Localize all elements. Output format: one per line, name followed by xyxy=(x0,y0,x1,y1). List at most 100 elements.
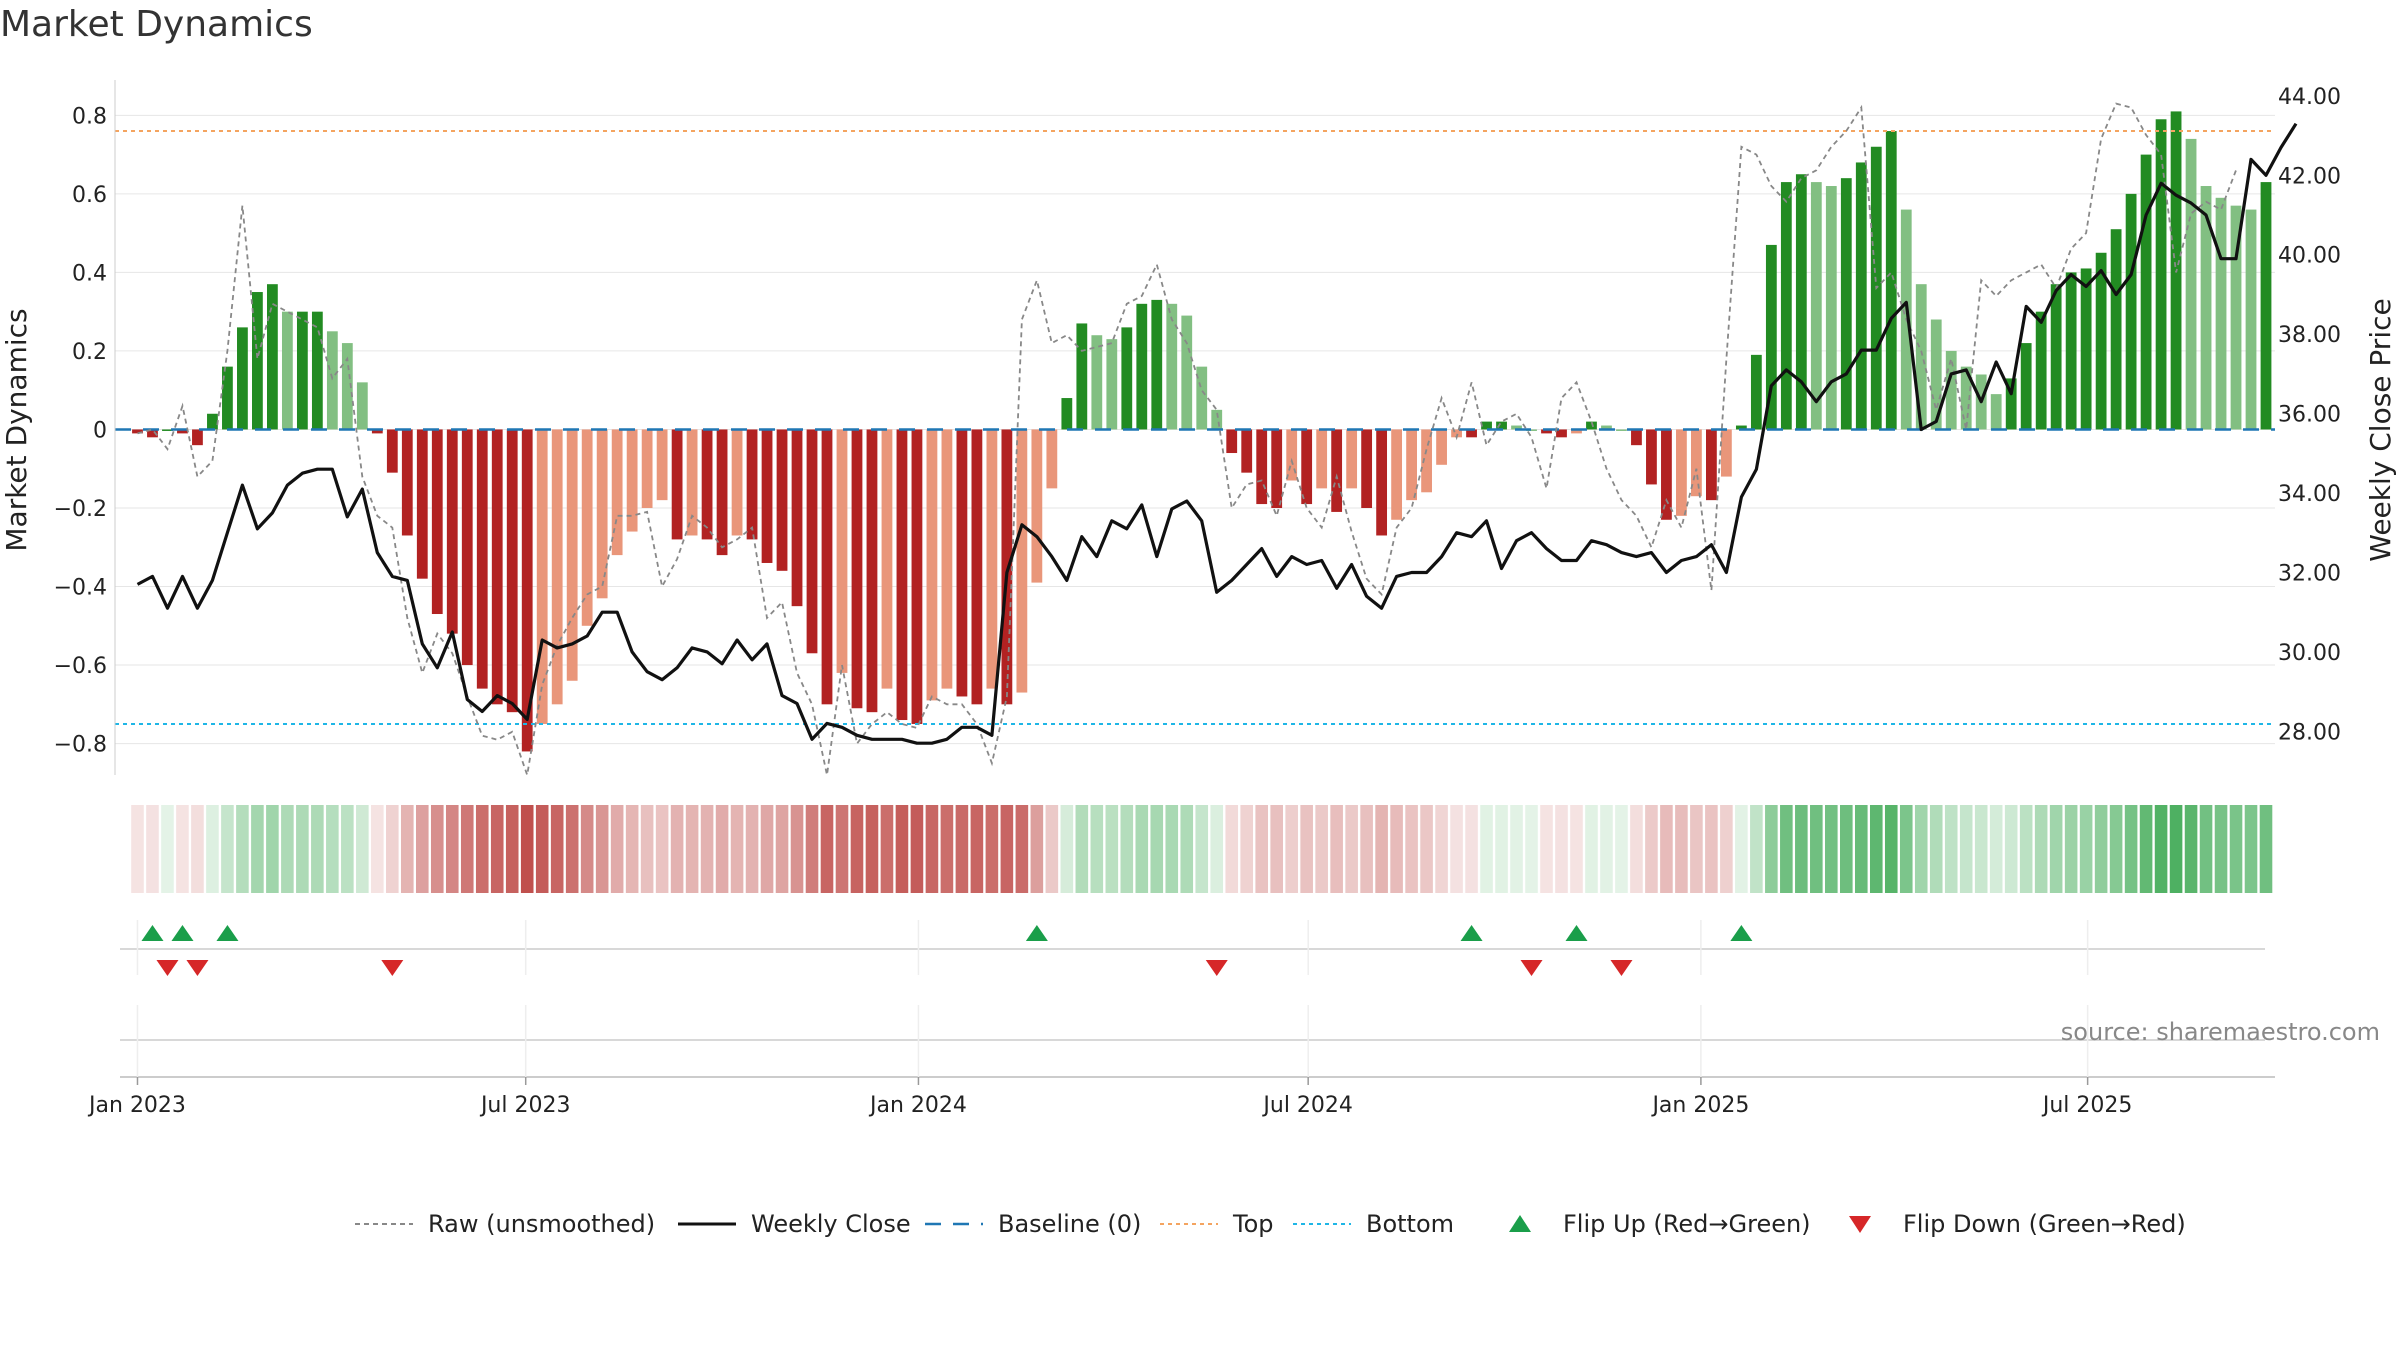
regime-band-cell xyxy=(1974,805,1988,893)
dynamics-bar xyxy=(371,429,383,434)
regime-band-cell xyxy=(925,805,939,893)
regime-band-cell xyxy=(1690,805,1703,893)
regime-band-cell xyxy=(1405,805,1418,893)
legend: Raw (unsmoothed) Weekly Close Baseline (0)… xyxy=(355,1210,2186,1238)
dynamics-bar xyxy=(551,429,563,705)
dynamics-bar xyxy=(1421,429,1432,493)
dynamics-bar xyxy=(1661,429,1672,520)
regime-band-cell xyxy=(1015,805,1029,893)
regime-band-cell xyxy=(1540,805,1553,893)
regime-band-cell xyxy=(401,805,414,893)
regime-band-cell xyxy=(865,805,879,893)
dynamics-bar xyxy=(1481,421,1492,430)
dynamics-bar xyxy=(1885,131,1897,430)
regime-band-cell xyxy=(266,805,279,893)
dynamics-bar xyxy=(476,429,488,689)
dynamics-bar xyxy=(1451,429,1462,438)
regime-band-cell xyxy=(2124,805,2138,893)
regime-band-cell xyxy=(1480,805,1493,893)
dynamics-bar xyxy=(671,429,683,540)
regime-band-cell xyxy=(1585,805,1598,893)
dynamics-bar xyxy=(1795,174,1807,430)
y-left-tick-label: 0.4 xyxy=(72,261,107,286)
regime-band-cell xyxy=(251,805,264,893)
legend-label: Flip Up (Red→Green) xyxy=(1563,1210,1811,1238)
dynamics-bar xyxy=(851,429,863,709)
regime-band-cell xyxy=(895,805,909,893)
dynamics-bar xyxy=(1990,394,2002,430)
regime-band-cell xyxy=(2094,805,2108,893)
dynamics-bar xyxy=(431,429,443,615)
dynamics-bar xyxy=(1091,335,1103,430)
y-right-tick-label: 28.00 xyxy=(2278,720,2341,745)
regime-band-cell xyxy=(326,805,339,893)
dynamics-bar xyxy=(971,429,983,705)
legend-item: Weekly Close xyxy=(678,1210,911,1238)
regime-band-cell xyxy=(281,805,294,893)
dynamics-bar xyxy=(1331,429,1343,512)
regime-band-cell xyxy=(2049,805,2063,893)
dynamics-bar xyxy=(896,429,908,721)
dynamics-bar xyxy=(701,429,713,540)
dynamics-bar xyxy=(1586,421,1597,430)
weekly-close-line xyxy=(136,122,2298,745)
legend-label: Bottom xyxy=(1366,1210,1454,1238)
regime-band-cell xyxy=(1060,805,1074,893)
y-right-tick-label: 36.00 xyxy=(2278,403,2341,428)
dynamics-bar xyxy=(2095,252,2107,430)
regime-band-cell xyxy=(1795,805,1808,893)
regime-band-cell xyxy=(1075,805,1089,893)
y-left-tick-label: −0.4 xyxy=(54,576,107,601)
lines-layer xyxy=(115,102,2298,776)
legend-item: Bottom xyxy=(1293,1210,1454,1238)
source-note: source: sharemaestro.com xyxy=(2061,1018,2380,1046)
regime-band-cell xyxy=(371,805,384,893)
regime-band-cell xyxy=(595,805,609,893)
regime-band-cell xyxy=(1090,805,1104,893)
dynamics-bar xyxy=(2125,193,2137,430)
legend-swatch xyxy=(1849,1216,1871,1233)
x-tick-label: Jul 2024 xyxy=(1261,1093,1353,1118)
legend-label: Raw (unsmoothed) xyxy=(428,1210,655,1238)
y-right-tick-label: 42.00 xyxy=(2278,164,2341,189)
dynamics-bar xyxy=(1001,429,1013,705)
flip-down-marker xyxy=(186,960,209,976)
regime-band-cell xyxy=(1465,805,1478,893)
dynamics-bar xyxy=(2065,272,2077,430)
regime-band-cell xyxy=(2154,805,2168,893)
regime-band-cell xyxy=(2079,805,2093,893)
regime-band-cell xyxy=(1030,805,1044,893)
regime-band-cell xyxy=(535,805,549,893)
y-right-tick-label: 34.00 xyxy=(2278,482,2341,507)
dynamics-bar xyxy=(791,429,803,607)
legend-label: Flip Down (Green→Red) xyxy=(1903,1210,2186,1238)
dynamics-bar xyxy=(222,366,233,430)
regime-band-cell xyxy=(236,805,249,893)
dynamics-bar xyxy=(461,429,473,666)
regime-band-cell xyxy=(1285,805,1298,893)
dynamics-bar xyxy=(1720,429,1732,477)
y-left-tick-label: −0.2 xyxy=(54,497,107,522)
regime-band-cell xyxy=(1420,805,1433,893)
regime-band-cell xyxy=(2229,805,2243,893)
regime-band-cell xyxy=(176,805,189,893)
dynamics-bar xyxy=(1436,429,1447,465)
regime-band-cell xyxy=(805,805,819,893)
dynamics-bar xyxy=(1046,429,1058,489)
regime-band-cell xyxy=(1135,805,1149,893)
regime-band-cell xyxy=(1270,805,1283,893)
regime-band-cell xyxy=(1375,805,1388,893)
regime-band-cell xyxy=(1645,805,1658,893)
regime-band-cell xyxy=(1600,805,1613,893)
dynamics-bar xyxy=(491,429,503,705)
regime-band-cell xyxy=(1240,805,1254,893)
dynamics-bar xyxy=(521,429,533,752)
dynamics-bar xyxy=(926,429,938,701)
legend-label: Top xyxy=(1232,1210,1274,1238)
regime-band-cell xyxy=(790,805,804,893)
regime-band-cell xyxy=(490,805,504,893)
regime-band-cell xyxy=(1000,805,1014,893)
dynamics-bar xyxy=(2260,182,2272,430)
dynamics-bar xyxy=(536,429,548,724)
dynamics-bar xyxy=(611,429,623,556)
